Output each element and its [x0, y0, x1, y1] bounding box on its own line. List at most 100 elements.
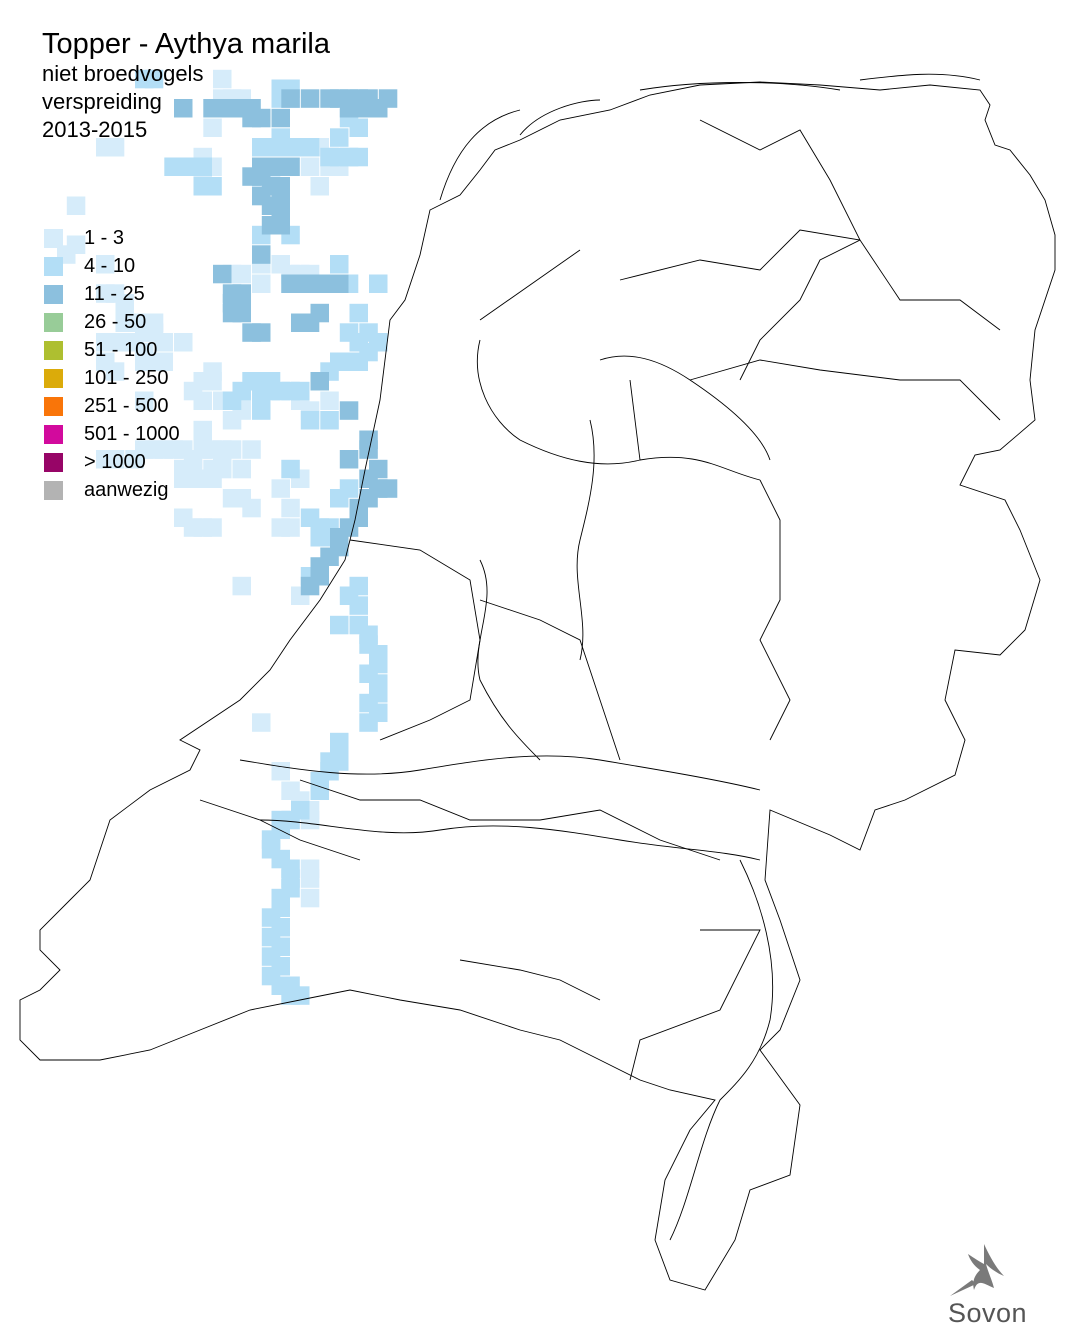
legend: 1 - 3 4 - 10 11 - 25 26 - 50 51 - 100 101 - 2… [44, 224, 180, 504]
grid-cell [349, 596, 368, 615]
ijsselmeer-shore [476, 339, 771, 481]
legend-item: aanwezig [44, 476, 180, 504]
grid-cell [349, 303, 368, 323]
grid-cell [281, 459, 300, 479]
grid-cell [252, 713, 271, 732]
legend-item: 101 - 250 [44, 364, 180, 392]
legend-swatch [44, 340, 63, 360]
legend-label: 11 - 25 [84, 282, 145, 305]
wadden-islands [439, 73, 981, 201]
grid-cell [66, 196, 86, 215]
legend-label: 26 - 50 [84, 310, 147, 333]
legend-swatch [44, 424, 63, 444]
coastline-outline [19, 81, 1056, 1291]
legend-label: 251 - 500 [84, 394, 169, 417]
grid-cell [300, 157, 320, 176]
grid-cell [271, 762, 290, 781]
grid-cell [203, 372, 222, 391]
grid-cell [310, 781, 329, 800]
legend-label: aanwezig [84, 478, 169, 501]
species-title: Topper - Aythya marila [42, 28, 330, 60]
legend-label: 501 - 1000 [84, 422, 180, 445]
legend-swatch [44, 480, 63, 500]
legend-swatch [44, 228, 63, 248]
subject-subtitle: verspreiding [42, 89, 162, 114]
grid-cell [320, 411, 339, 430]
afsluitdijk [479, 249, 581, 321]
grid-cell [281, 157, 300, 176]
sovon-logo: Sovon [944, 1240, 1064, 1330]
logo-text: Sovon [948, 1298, 1028, 1328]
grid-cell [203, 118, 222, 137]
legend-swatch [44, 312, 63, 332]
grid-cell [144, 69, 164, 89]
grid-cell [300, 89, 320, 108]
grid-cell [339, 450, 359, 469]
grid-cell [300, 888, 320, 908]
period-subtitle: 2013-2015 [42, 117, 148, 142]
grid-cell [281, 518, 300, 537]
legend-swatch [44, 284, 63, 304]
grid-cell [174, 99, 193, 118]
grid-cell [369, 274, 388, 293]
grid-cell [369, 99, 388, 118]
grid-cell [359, 440, 378, 459]
grid-cell [242, 498, 261, 518]
grid-cell [203, 177, 222, 196]
grid-cell [232, 303, 251, 323]
grid-cell [271, 216, 290, 235]
grid-cell [300, 138, 320, 157]
legend-item: 1 - 3 [44, 224, 180, 252]
legend-item: 4 - 10 [44, 252, 180, 280]
swallow-icon [950, 1244, 1004, 1296]
grid-cell [203, 469, 222, 488]
legend-swatch [44, 452, 63, 472]
grid-cell [222, 391, 242, 410]
legend-item: 11 - 25 [44, 280, 180, 308]
grid-cell [135, 391, 154, 410]
grid-cell [300, 313, 320, 332]
grid-cell [271, 108, 290, 128]
grid-cell [154, 333, 173, 352]
grid-cell [252, 108, 271, 128]
legend-label: 4 - 10 [84, 254, 136, 277]
grid-cell [252, 401, 271, 420]
grid-cell [378, 479, 398, 498]
grid-cell [339, 352, 359, 371]
grid-cell [349, 147, 368, 167]
grid-cell [281, 986, 300, 1005]
grid-cell [252, 323, 271, 342]
grid-cell [281, 498, 300, 518]
grid-cell [330, 128, 349, 147]
grid-cell [252, 245, 271, 264]
grid-cell [105, 450, 125, 469]
legend-item: > 1000 [44, 448, 180, 476]
grid-cell [105, 138, 125, 157]
legend-label: 51 - 100 [84, 338, 158, 361]
grid-cell [291, 381, 310, 401]
legend-item: 501 - 1000 [44, 420, 180, 448]
grid-cell [349, 118, 368, 137]
grid-cell [330, 274, 349, 293]
grid-cell [339, 401, 359, 420]
grid-cell [252, 274, 271, 293]
grid-cell [359, 713, 378, 732]
grid-cell [222, 411, 242, 430]
grid-cell [330, 255, 349, 274]
grid-cell [174, 333, 193, 352]
grid-cells [57, 69, 398, 1005]
rivers [239, 419, 774, 1241]
legend-label: 101 - 250 [84, 366, 169, 389]
title-block: Topper - Aythya marila niet broedvogels … [42, 28, 330, 144]
grid-cell [300, 411, 320, 430]
grid-cell [310, 177, 329, 196]
grid-cell [203, 518, 222, 537]
grid-cell [281, 89, 300, 108]
legend-item: 26 - 50 [44, 308, 180, 336]
grid-cell [330, 615, 349, 635]
grid-cell [193, 157, 212, 176]
grid-cell [193, 391, 212, 410]
grid-cell [213, 264, 232, 284]
grid-cell [105, 362, 125, 381]
